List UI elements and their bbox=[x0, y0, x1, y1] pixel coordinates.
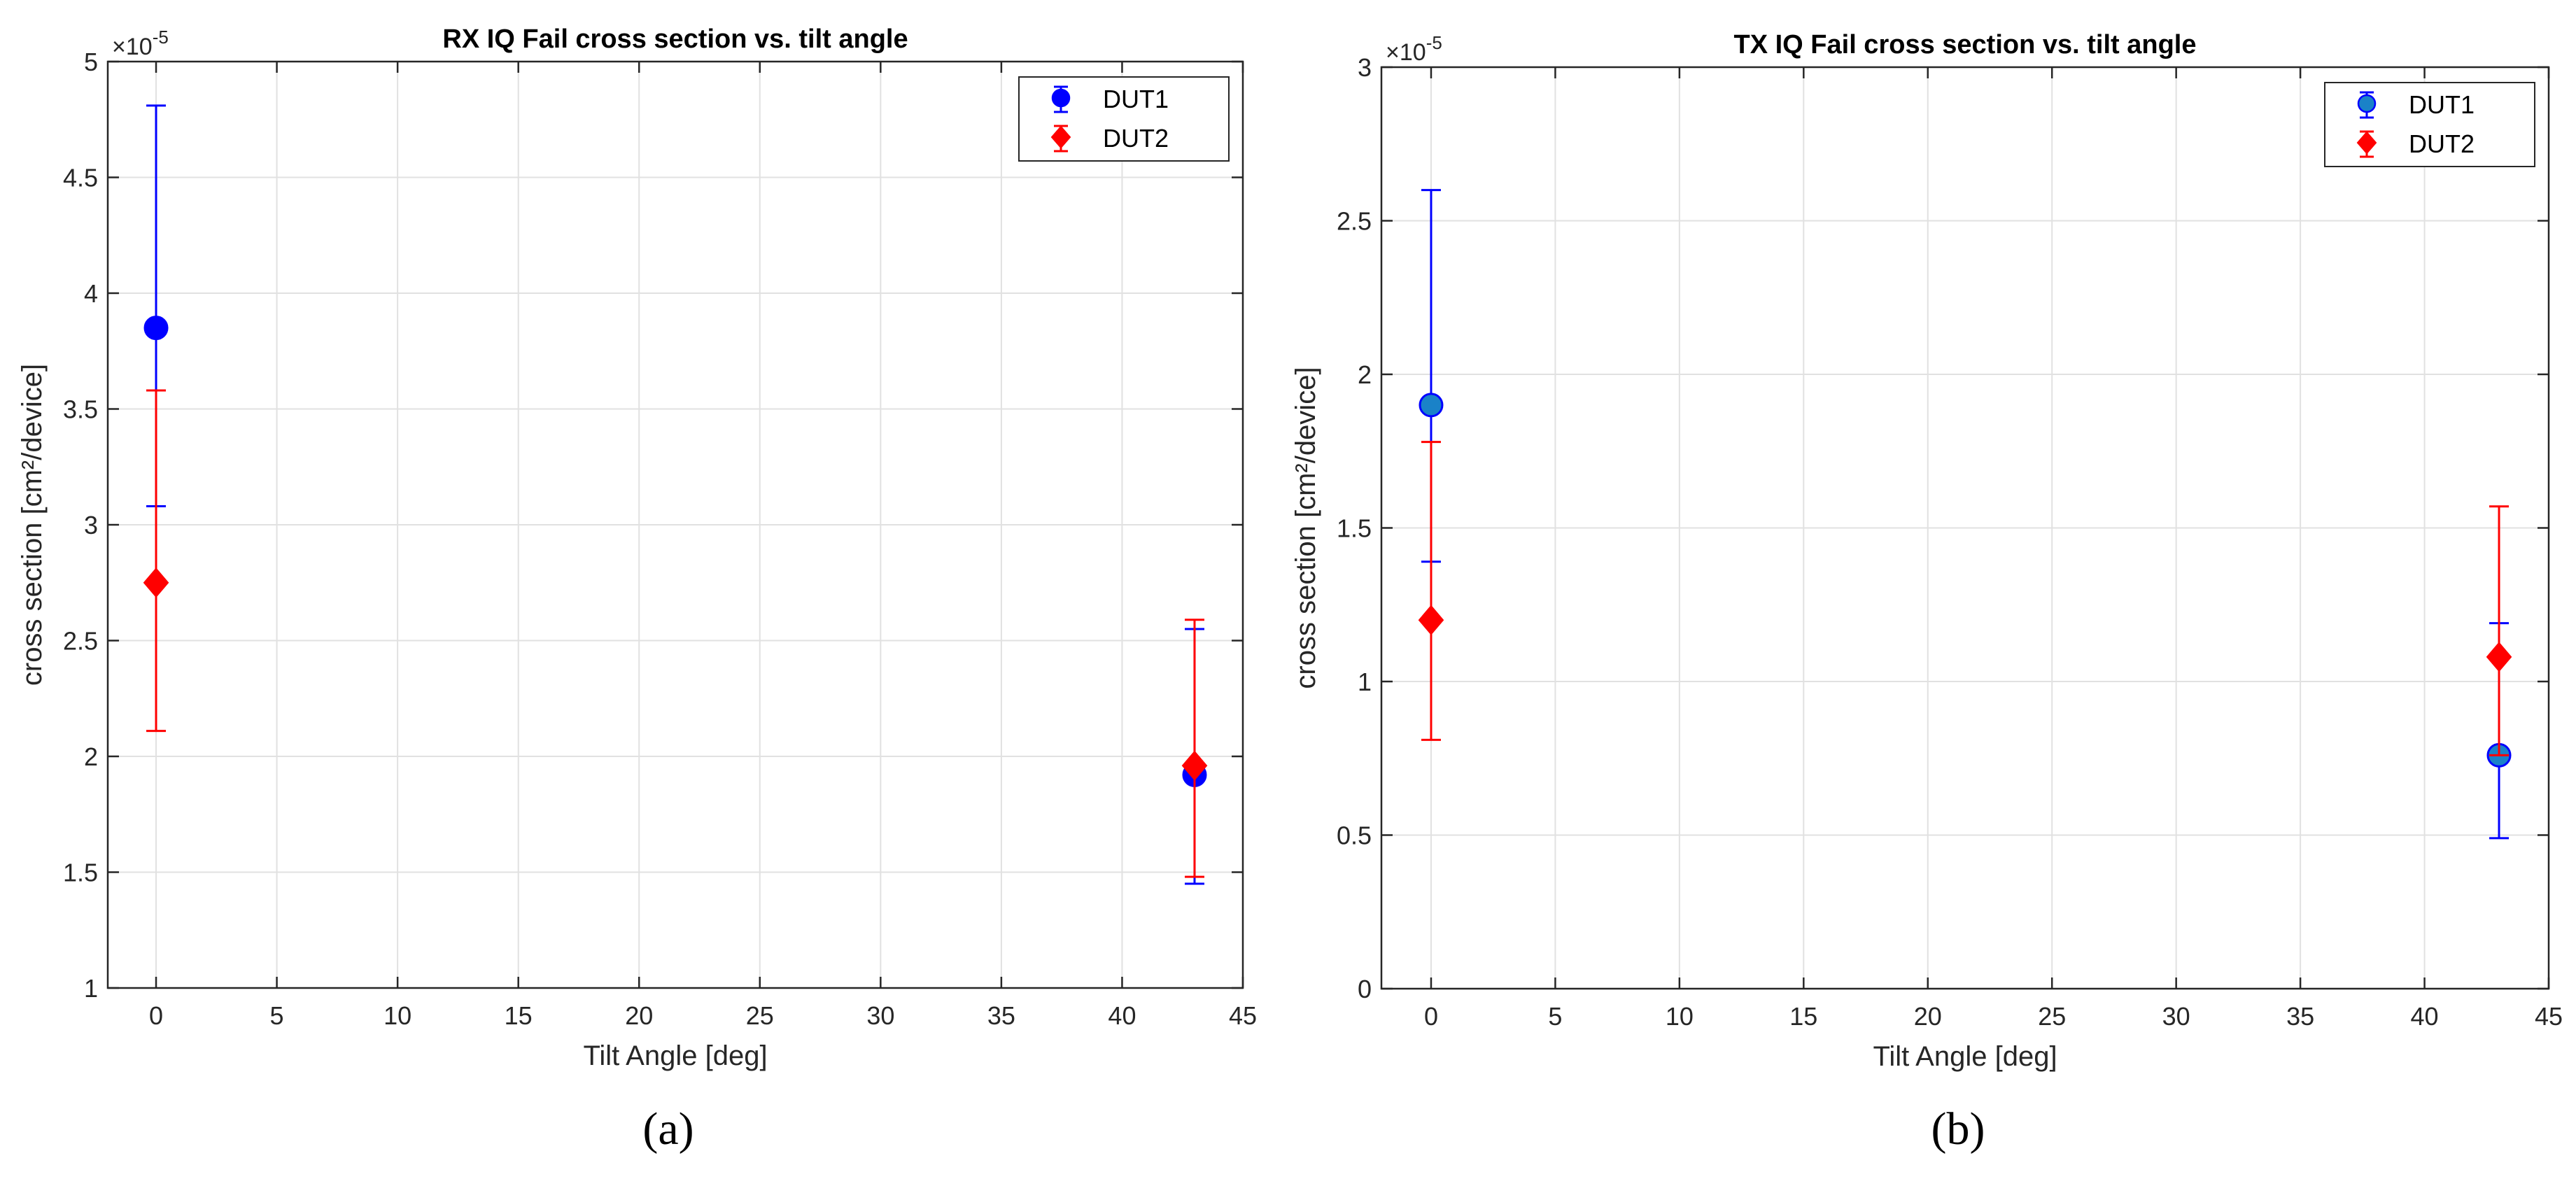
panel-b-x-axis-label: Tilt Angle [deg] bbox=[1873, 1041, 2057, 1072]
panel-a-y-tick-label: 4 bbox=[84, 279, 98, 308]
panel-a-y-exponent: ×10-5 bbox=[112, 27, 169, 60]
panel-a-x-tick-label: 10 bbox=[383, 1001, 411, 1030]
panel-a-x-axis-label: Tilt Angle [deg] bbox=[583, 1040, 767, 1071]
panel-b-y-exponent: ×10-5 bbox=[1386, 32, 1442, 66]
panel-b-legend-box bbox=[2324, 82, 2535, 167]
panel-a-y-exponent-power: -5 bbox=[153, 27, 169, 48]
panel-a-x-tick-label: 20 bbox=[625, 1001, 653, 1030]
panel-a-x-tick-label: 30 bbox=[866, 1001, 894, 1030]
panel-b-series-dut2 bbox=[1418, 441, 2512, 756]
panel-b-y-tick-label: 1.5 bbox=[1337, 514, 1372, 543]
panel-b-label: (b) bbox=[1931, 1103, 1985, 1155]
panel-b-series-dut2-point bbox=[2486, 642, 2512, 672]
panel-a-legend-dut1-marker-icon bbox=[1051, 88, 1071, 108]
panel-b-x-tick-label: 15 bbox=[1789, 1002, 1817, 1031]
panel-b-x-tick-label: 35 bbox=[2286, 1002, 2314, 1031]
panel-b-y-tick-label: 2 bbox=[1358, 360, 1372, 389]
panel-a-series-dut2-point bbox=[1181, 750, 1208, 781]
panel-b-series-dut2-point bbox=[1418, 605, 1444, 635]
panel-a-y-tick-label: 3 bbox=[84, 511, 98, 539]
panel-a-x-tick-label: 5 bbox=[270, 1001, 284, 1030]
panel-a-y-tick-label: 1.5 bbox=[63, 859, 98, 887]
panel-a-legend: DUT1 DUT2 bbox=[1018, 76, 1230, 162]
panel-a-legend-dut1-label: DUT1 bbox=[1103, 85, 1169, 113]
panel-b-y-tick-label: 3 bbox=[1358, 53, 1372, 82]
panel-b-x-tick-label: 20 bbox=[1914, 1002, 1942, 1031]
panel-a-series-dut2-point bbox=[143, 567, 169, 598]
panel-a-y-axis-label: cross section [cm²/device] bbox=[17, 364, 48, 686]
panel-b-y-exponent-base: ×10 bbox=[1386, 39, 1426, 66]
panel-a-series-dut1-point bbox=[143, 316, 169, 341]
panel-a-legend-box bbox=[1018, 76, 1230, 162]
panel-a-x-tick-label: 25 bbox=[746, 1001, 774, 1030]
panel-a-y-tick-label: 5 bbox=[84, 48, 98, 76]
panel-a-x-tick-label: 35 bbox=[987, 1001, 1015, 1030]
panel-a-x-tick-label: 15 bbox=[505, 1001, 533, 1030]
panel-b-x-tick-label: 40 bbox=[2411, 1002, 2439, 1031]
panel-a-series-dut2 bbox=[143, 389, 1208, 878]
panel-a-y-exponent-base: ×10 bbox=[112, 34, 153, 60]
panel-b-y-tick-label: 2.5 bbox=[1337, 207, 1372, 236]
panel-b-series-dut1-point bbox=[1419, 393, 1444, 418]
panel-a-y-tick-label: 4.5 bbox=[63, 164, 98, 192]
panel-b-legend-dut1-marker-icon bbox=[2357, 94, 2377, 113]
panel-a-chart: 0 5 10 15 20 25 30 35 40 45 1 1.5 2 2.5 3 3.5 4 4.5 5 ×10-5… bbox=[17, 24, 1257, 1155]
panel-a-y-tick-label: 3.5 bbox=[63, 395, 98, 424]
panel-b-x-tick-label: 25 bbox=[2038, 1002, 2066, 1031]
panel-b-y-tick-label: 0.5 bbox=[1337, 821, 1372, 850]
panel-a-legend-dut2-label: DUT2 bbox=[1103, 124, 1169, 153]
panel-b-x-tick-label: 10 bbox=[1666, 1002, 1694, 1031]
panel-a-y-tick-label: 2.5 bbox=[63, 627, 98, 656]
panel-b-x-tick-label: 0 bbox=[1424, 1002, 1438, 1031]
panel-a-legend-dut2-marker-icon bbox=[1050, 125, 1071, 149]
panel-b-x-tick-label: 45 bbox=[2535, 1002, 2563, 1031]
panel-a-label: (a) bbox=[642, 1103, 694, 1155]
panel-b-y-exponent-power: -5 bbox=[1426, 32, 1442, 53]
panel-b-title: TX IQ Fail cross section vs. tilt angle bbox=[1734, 30, 2197, 59]
panel-b-y-tick-label: 1 bbox=[1358, 668, 1372, 696]
panel-b-legend-dut1-label: DUT1 bbox=[2409, 90, 2475, 119]
panel-b-legend-dut2-marker-icon bbox=[2356, 131, 2377, 155]
panel-a-x-tick-label: 40 bbox=[1108, 1001, 1136, 1030]
panel-b-chart: 0 5 10 15 20 25 30 35 40 45 0 0.5 1 1.5 2 2.5 3 ×10-5 TX I… bbox=[1290, 30, 2563, 1155]
panel-a-y-tick-label: 1 bbox=[84, 974, 98, 1003]
panel-b-y-tick-label: 0 bbox=[1358, 975, 1372, 1003]
panel-a-x-tick-label: 0 bbox=[149, 1001, 163, 1030]
panel-a-y-tick-label: 2 bbox=[84, 742, 98, 771]
panel-a-title: RX IQ Fail cross section vs. tilt angle bbox=[442, 24, 908, 54]
panel-a-x-tick-label: 45 bbox=[1229, 1001, 1257, 1030]
panel-b-legend-dut2-label: DUT2 bbox=[2409, 129, 2475, 158]
panel-b-x-tick-label: 30 bbox=[2162, 1002, 2190, 1031]
panel-b-x-tick-label: 5 bbox=[1548, 1002, 1562, 1031]
panel-b-y-axis-label: cross section [cm²/device] bbox=[1290, 367, 1321, 689]
panel-b-legend: DUT1 DUT2 bbox=[2324, 82, 2535, 167]
